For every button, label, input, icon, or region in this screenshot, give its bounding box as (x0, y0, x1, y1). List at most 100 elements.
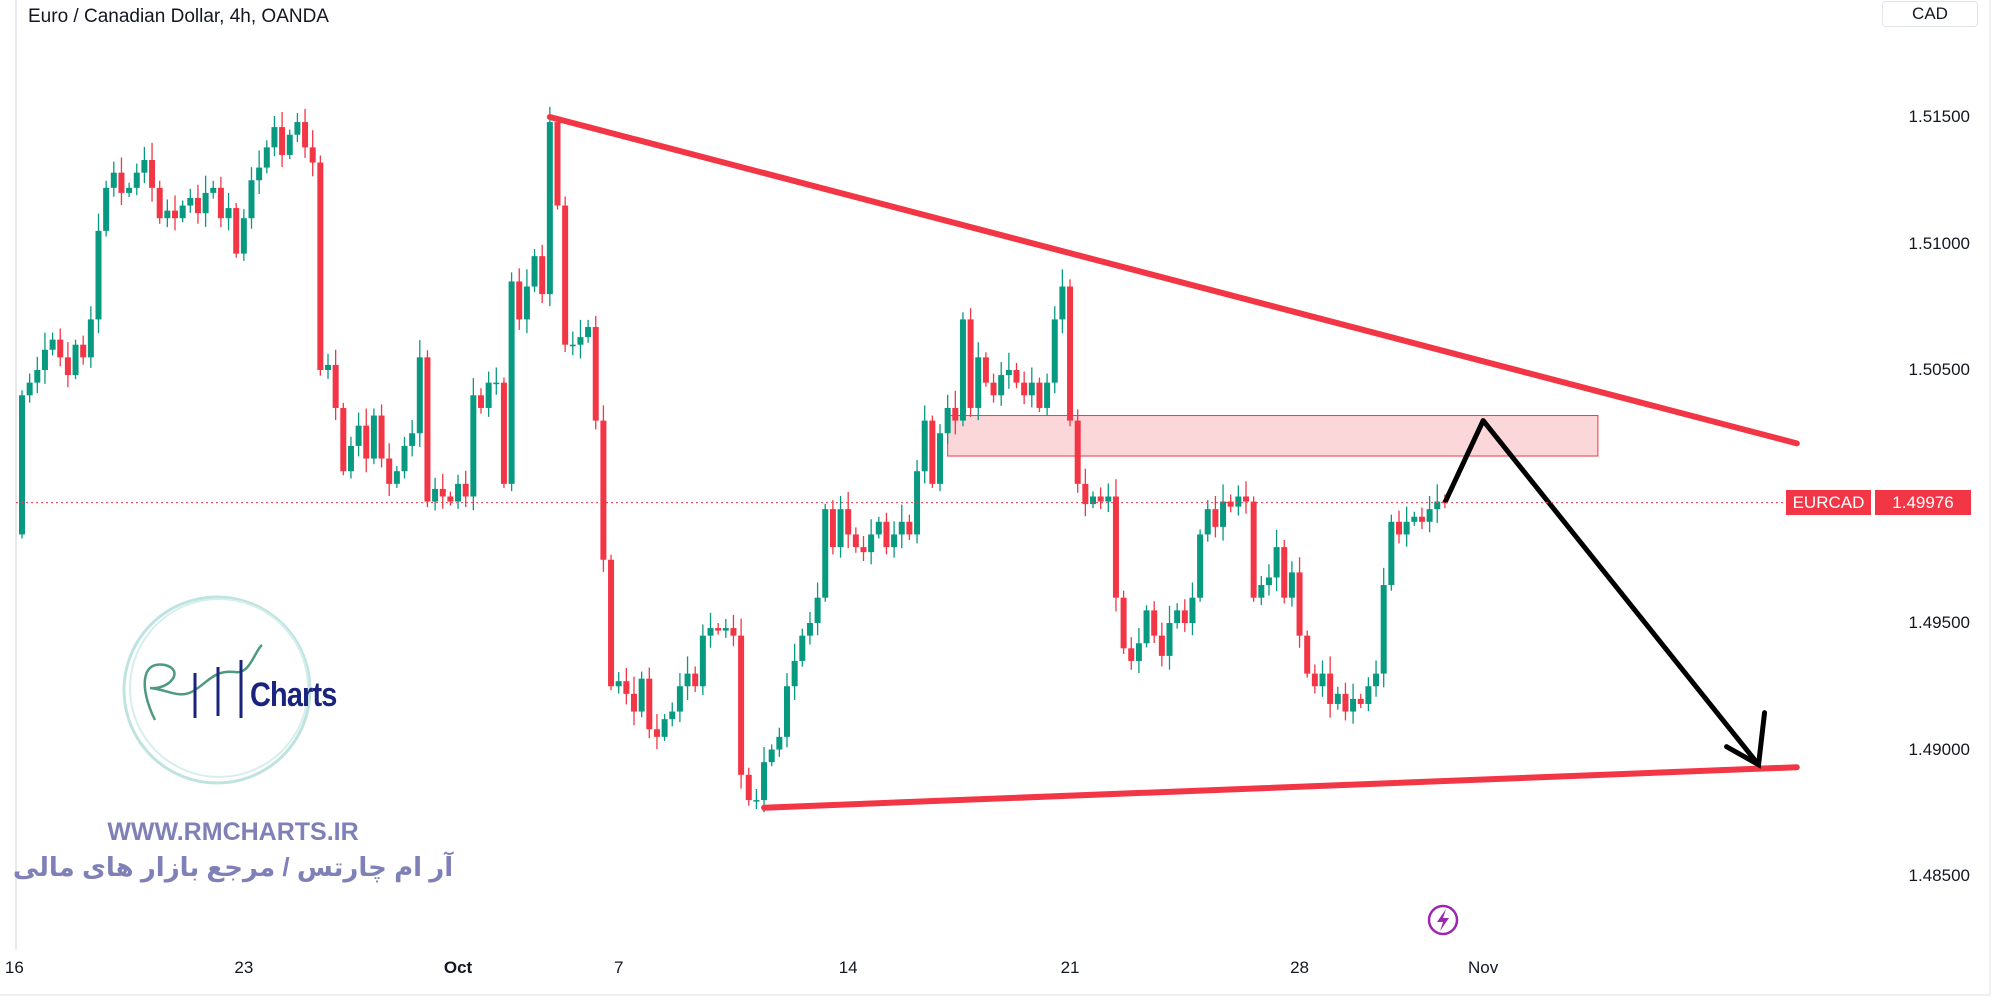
candle-body (1357, 698, 1364, 704)
candle (1227, 494, 1234, 513)
candle (761, 746, 768, 813)
candle-body (248, 180, 255, 219)
candle-body (776, 736, 783, 750)
watermark-tagline: آر ام چارتس / مرجع بازار های مالی (12, 852, 454, 882)
candle (745, 767, 752, 806)
currency-button[interactable]: CAD (1882, 1, 1978, 27)
candle-body (500, 382, 507, 484)
candle-body (1426, 509, 1433, 522)
candle (1281, 540, 1288, 604)
candle-body (256, 167, 263, 181)
candle (179, 200, 186, 223)
candle-body (608, 559, 615, 687)
candle-body (187, 197, 194, 206)
candle (1243, 481, 1249, 514)
time-axis-label: Nov (1468, 958, 1499, 977)
candle-body (707, 628, 714, 636)
price-axis-label: 1.50500 (1908, 360, 1970, 379)
candle-body (416, 357, 423, 434)
candle-body (730, 628, 737, 636)
candle (784, 673, 790, 748)
candle-body (156, 187, 163, 219)
candle (944, 394, 951, 444)
candle-body (982, 357, 989, 383)
candle-body (279, 127, 286, 155)
candle-body (1105, 496, 1112, 502)
candle-body (485, 382, 492, 408)
candle-body (386, 458, 393, 484)
candle (1197, 529, 1204, 602)
candle-body (1181, 610, 1188, 623)
candle-body (1158, 635, 1165, 656)
candle (271, 115, 278, 157)
candle (768, 744, 775, 767)
candle (1021, 371, 1028, 405)
candle-body (317, 162, 324, 370)
candle (1418, 507, 1425, 530)
candle (355, 412, 362, 457)
candle (1112, 479, 1119, 612)
candle (814, 582, 821, 636)
candle-body (944, 407, 951, 434)
candle (1357, 693, 1364, 709)
candle (508, 272, 515, 492)
candle-body (332, 364, 339, 408)
price-axis-label: 1.48500 (1908, 866, 1970, 885)
candle-body (615, 681, 622, 687)
candle-body (799, 635, 806, 661)
candle (860, 535, 867, 562)
candle (34, 356, 41, 394)
candle (325, 353, 331, 379)
candle-body (554, 122, 561, 206)
candle-body (447, 496, 454, 502)
candle (1082, 468, 1089, 517)
candle (1434, 484, 1441, 523)
candle-body (225, 208, 232, 219)
candle-body (26, 382, 33, 396)
candle-body (1112, 496, 1119, 598)
candle (982, 352, 989, 387)
candle-body (455, 483, 462, 502)
candle (577, 319, 584, 359)
candle (240, 209, 247, 261)
candle (1097, 487, 1104, 509)
candle-body (1235, 496, 1242, 507)
candle (493, 367, 500, 395)
candle-body (172, 210, 178, 219)
candle-body (791, 660, 798, 687)
candle (615, 672, 622, 694)
candle-body (1418, 516, 1425, 522)
candle (363, 408, 370, 473)
candle-body (906, 521, 913, 535)
candle (286, 129, 293, 159)
candle (409, 420, 416, 457)
candle-body (967, 319, 974, 408)
candle-body (600, 420, 607, 560)
candle (1304, 630, 1311, 678)
lightning-icon[interactable] (1427, 904, 1459, 936)
candle (340, 402, 347, 476)
candle (585, 319, 592, 343)
candle-body (1288, 572, 1295, 598)
candle-body (722, 628, 729, 631)
time-axis-label: 16 (4, 958, 24, 977)
candle-body (845, 509, 852, 535)
candle-body (210, 187, 217, 193)
candle (133, 163, 140, 196)
candle (1311, 664, 1318, 694)
candle (1005, 352, 1012, 389)
candle (103, 180, 110, 237)
candle (638, 671, 645, 718)
candle (1273, 529, 1280, 592)
logo-mark (122, 595, 312, 785)
candle-body (546, 122, 553, 295)
candle (692, 666, 699, 692)
candle (975, 342, 982, 421)
candle-body (539, 256, 546, 295)
candle (791, 643, 798, 701)
candle-body (432, 488, 439, 502)
candle-body (424, 357, 431, 502)
candle-body (883, 521, 890, 548)
candle (156, 180, 163, 224)
